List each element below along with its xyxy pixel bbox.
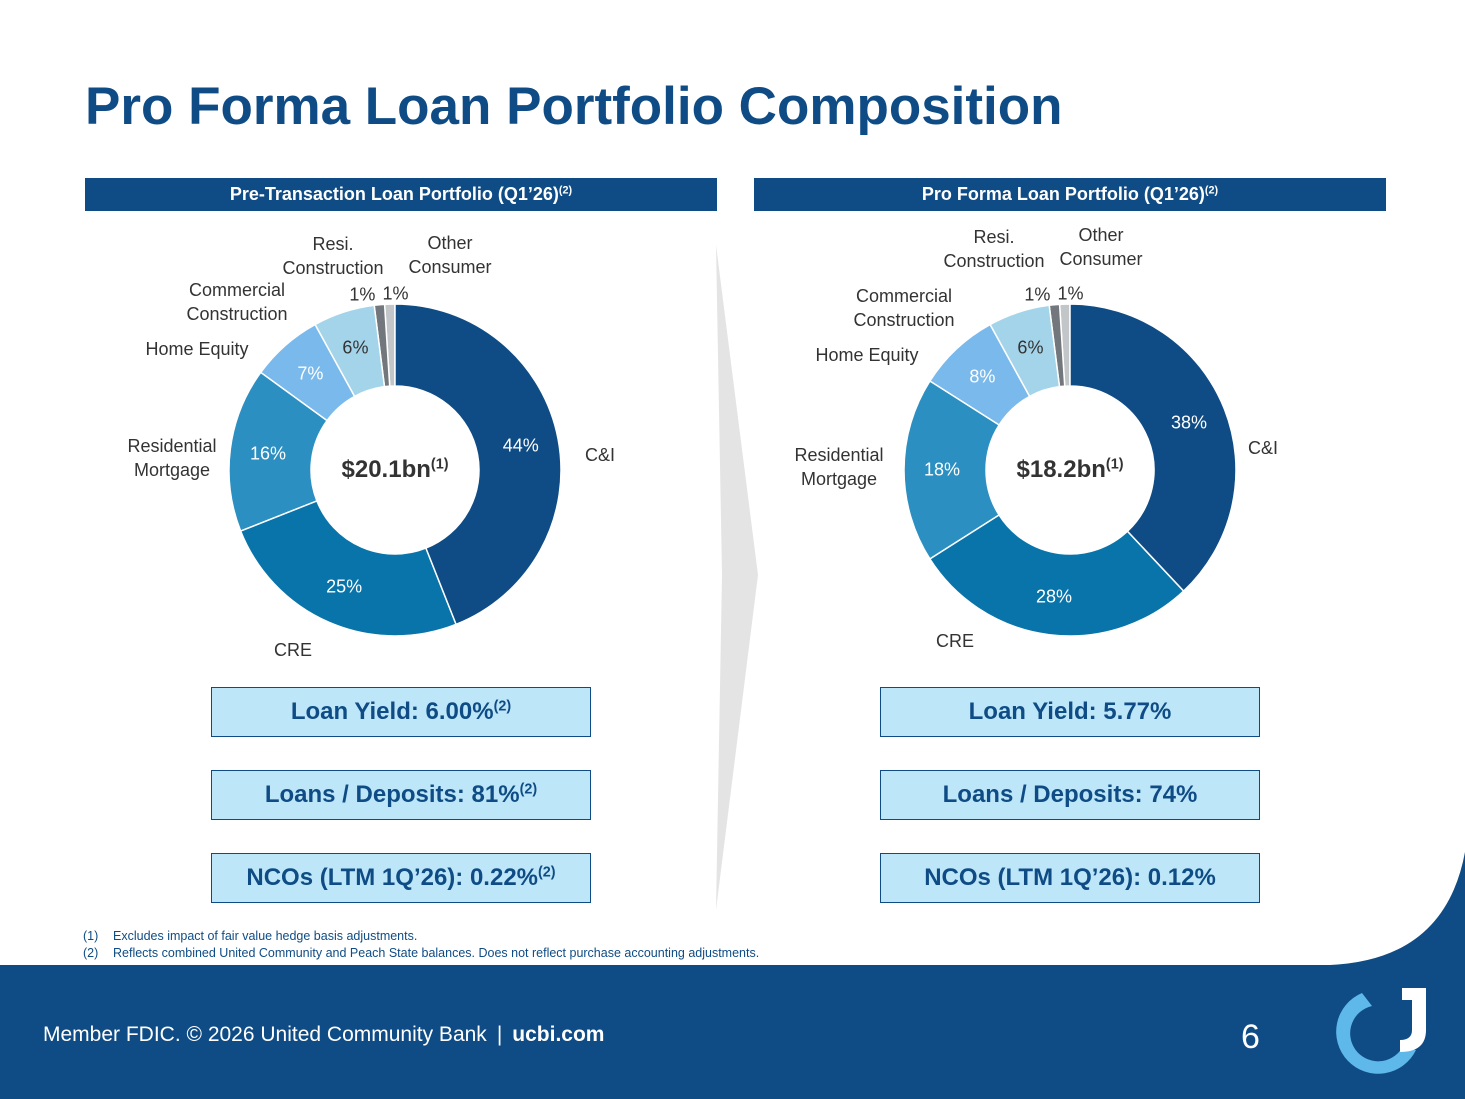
metric-box: NCOs (LTM 1Q’26): 0.12% [880, 853, 1260, 903]
category-label: Other Consumer [408, 233, 492, 277]
value-label: 44% [502, 435, 539, 456]
text: Loans / Deposits: 74% [942, 781, 1198, 808]
donut-slice [314, 304, 386, 398]
text: Pro Forma Loan Portfolio (Q1’26) [921, 184, 1205, 204]
value-label: 16% [249, 443, 287, 464]
value-label: 18% [923, 459, 961, 480]
metric-box: Loan Yield: 6.00%(2) [211, 687, 591, 737]
category-label: Home Equity [815, 345, 919, 365]
metric-box: Loans / Deposits: 81%(2) [211, 770, 591, 820]
footnote-number: (1) [83, 929, 99, 943]
category-label: Commercial Construction [853, 286, 955, 330]
chart-subtitle: Pre-Transaction Loan Portfolio (Q1’26)(2… [85, 178, 717, 211]
footer-text: Member FDIC. © 2026 United Community Ban… [43, 1023, 604, 1047]
category-label: Residential Mortgage [127, 436, 217, 480]
donut-slice [928, 323, 1031, 427]
value-label: 7% [297, 363, 324, 384]
footer-part: | [496, 1023, 503, 1046]
slide-title: Pro Forma Loan Portfolio Composition [85, 77, 1063, 136]
category-label: Home Equity [145, 339, 249, 359]
text: $20.1bn [341, 456, 431, 483]
donut-slice [239, 499, 458, 637]
footnote-text: Excludes impact of fair value hedge basi… [113, 929, 418, 943]
footnote-ref: (2) [538, 864, 556, 881]
donut-slice [903, 380, 1001, 560]
donut-slice [928, 513, 1185, 637]
footnote-ref: (2) [1204, 184, 1219, 197]
page-number: 6 [1241, 1018, 1260, 1056]
value-label: 28% [1035, 586, 1072, 607]
text: Pre-Transaction Loan Portfolio (Q1’26) [229, 184, 559, 204]
footnote-ref: (1) [430, 456, 449, 473]
text: Loan Yield: 5.77% [968, 698, 1172, 725]
center-label: $20.1bn(1) [342, 456, 449, 484]
footnote-ref: (1) [1105, 456, 1124, 473]
chart-subtitle: Pro Forma Loan Portfolio (Q1’26)(2) [754, 178, 1386, 211]
text: NCOs (LTM 1Q’26): 0.12% [924, 864, 1216, 891]
value-label: 25% [326, 576, 363, 597]
footnote-number: (2) [83, 946, 99, 960]
donut-slice [989, 304, 1061, 398]
logo-arc [1336, 993, 1416, 1074]
text: Loans / Deposits: 81% [264, 781, 520, 808]
donut-slice [228, 371, 329, 533]
text: NCOs (LTM 1Q’26): 0.22% [246, 864, 539, 891]
footer-part: ucbi.com [512, 1023, 605, 1046]
value-label: 1% [349, 284, 376, 305]
donut-slice [1069, 303, 1237, 593]
category-label: Other Consumer [1059, 225, 1143, 269]
footnote-text: Reflects combined United Community and P… [113, 946, 760, 960]
text: $18.2bn [1016, 456, 1106, 483]
value-label: 1% [382, 283, 409, 304]
footnote-ref: (2) [519, 781, 538, 798]
logo-j [1400, 988, 1426, 1052]
text: Loan Yield: 6.00% [290, 698, 494, 725]
value-label: 6% [1017, 337, 1044, 358]
metric-box: Loans / Deposits: 74% [880, 770, 1260, 820]
value-label: 1% [1024, 284, 1051, 305]
metric-box: NCOs (LTM 1Q’26): 0.22%(2) [211, 853, 591, 903]
value-label: 8% [969, 366, 996, 387]
separator-chevron [716, 245, 758, 910]
category-label: C&I [584, 445, 615, 465]
category-label: Commercial Construction [186, 280, 288, 324]
center-label: $18.2bn(1) [1017, 456, 1124, 484]
category-label: Residential Mortgage [794, 445, 884, 489]
category-label: CRE [935, 631, 974, 651]
value-label: 1% [1057, 283, 1084, 304]
value-label: 6% [342, 337, 369, 358]
footer-part: Member FDIC. © 2026 United Community Ban… [43, 1023, 487, 1046]
category-label: CRE [273, 640, 312, 660]
footer-band [0, 852, 1465, 1099]
value-label: 38% [1170, 412, 1208, 433]
donut-slice [259, 323, 356, 422]
donut-slice [394, 303, 562, 626]
footnote-ref: (2) [493, 698, 512, 715]
category-label: Resi. Construction [943, 227, 1045, 271]
footnote-ref: (2) [558, 184, 573, 197]
category-label: C&I [1247, 438, 1278, 458]
metric-box: Loan Yield: 5.77% [880, 687, 1260, 737]
category-label: Resi. Construction [282, 234, 384, 278]
